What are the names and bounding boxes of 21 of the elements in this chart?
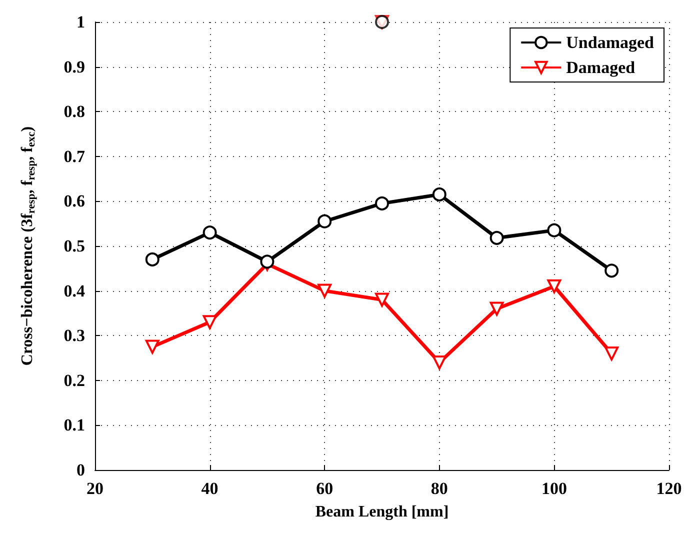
legend-label: Undamaged [566, 33, 655, 52]
y-tick-label: 0.9 [64, 57, 85, 76]
x-tick-label: 80 [430, 479, 448, 498]
y-tick-label: 0.6 [64, 192, 85, 211]
y-tick-label: 0.1 [64, 416, 85, 435]
x-tick-label: 20 [86, 479, 104, 498]
x-tick-label: 120 [656, 479, 682, 498]
y-tick-label: 0.3 [64, 326, 85, 346]
y-tick-label: 0.2 [64, 370, 85, 390]
y-tick-label: 1 [76, 12, 85, 32]
y-tick-label: 0.7 [64, 146, 86, 166]
x-tick-label: 60 [316, 479, 334, 498]
y-tick-label: 0 [76, 460, 85, 480]
y-tick-label: 0.5 [64, 236, 85, 256]
x-tick-label: 40 [201, 479, 218, 498]
legend-label: Damaged [566, 58, 636, 77]
y-tick-label: 0.4 [64, 281, 86, 300]
y-axis-title: Cross−bicoherence (3fresp, fresp, fexc) [19, 126, 38, 366]
y-tick-label: 0.8 [64, 102, 85, 122]
x-axis-title: Beam Length [mm] [315, 504, 449, 520]
x-tick-label: 100 [541, 479, 567, 498]
